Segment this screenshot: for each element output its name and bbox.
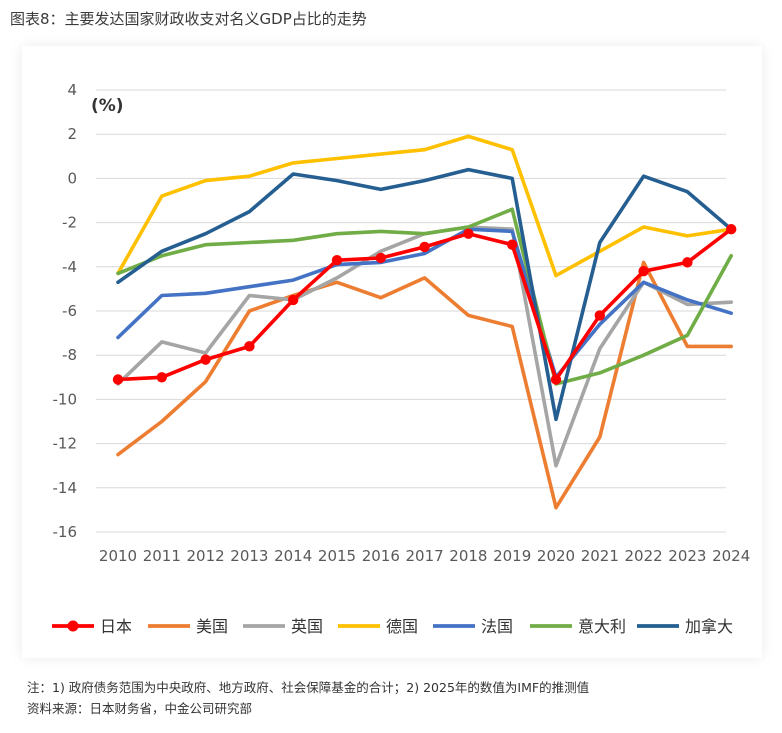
- legend-label: 英国: [291, 617, 323, 636]
- x-tick-label: 2019: [493, 547, 531, 565]
- x-tick-label: 2013: [230, 547, 268, 565]
- data-point: [288, 294, 299, 306]
- y-tick-label: 0: [67, 169, 77, 187]
- y-axis-label: (%): [91, 96, 124, 116]
- figure-title: 图表8：主要发达国家财政收支对名义GDP占比的走势: [10, 10, 367, 28]
- y-tick-label: -8: [62, 346, 77, 364]
- series-lines: [112, 134, 737, 510]
- x-tick-label: 2014: [274, 547, 312, 565]
- legend-label: 意大利: [578, 617, 626, 636]
- data-point: [375, 252, 386, 264]
- source-note: 资料来源：日本财务省，中金公司研究部: [27, 701, 253, 716]
- data-point: [682, 257, 693, 268]
- y-tick-label: -4: [62, 258, 77, 276]
- data-point: [463, 228, 474, 239]
- x-tick-label: 2024: [712, 547, 750, 565]
- y-tick-label: -10: [53, 390, 78, 408]
- footnote: 注：1) 政府债务范围为中央政府、地方政府、社会保障基金的合计；2) 2025年…: [27, 680, 590, 695]
- gridlines: [96, 89, 726, 533]
- x-tick-label: 2020: [537, 547, 575, 565]
- series-line-3: [116, 134, 734, 278]
- data-point: [112, 374, 124, 385]
- legend-marker: [67, 620, 79, 632]
- data-point: [244, 341, 255, 352]
- series-line-4: [116, 227, 734, 380]
- series-line-5: [116, 207, 734, 386]
- data-point: [594, 310, 605, 321]
- x-tick-label: 2015: [318, 547, 356, 565]
- x-tick-label: 2022: [625, 547, 663, 565]
- data-point: [156, 372, 167, 383]
- y-tick-label: 2: [67, 125, 77, 143]
- series-line-2: [116, 225, 734, 468]
- data-point: [726, 224, 737, 235]
- data-point: [507, 239, 518, 250]
- y-tick-label: -14: [53, 479, 78, 497]
- legend-label: 加拿大: [685, 617, 733, 636]
- x-tick-label: 2017: [406, 547, 444, 565]
- y-tick-label: -16: [53, 523, 78, 541]
- y-tick-label: -6: [62, 302, 77, 320]
- y-tick-label: 4: [67, 81, 77, 99]
- x-axis-ticks: 2010 2011 2012 2013 2014 2015 2016 2017 2018 2019…: [99, 547, 750, 565]
- x-tick-label: 2018: [449, 547, 487, 565]
- x-tick-label: 2012: [187, 547, 225, 565]
- x-tick-label: 2016: [362, 547, 400, 565]
- legend-label: 德国: [386, 617, 418, 636]
- series-line-1: [116, 260, 734, 510]
- chart-card: [22, 46, 762, 658]
- series-line-6: [116, 167, 734, 422]
- y-axis-ticks: 4 2 0 -2 -4 -6 -8 -10 -12 -14 -16: [53, 81, 78, 541]
- legend-label: 美国: [196, 617, 228, 636]
- data-point: [638, 266, 649, 277]
- x-tick-label: 2023: [668, 547, 706, 565]
- data-point: [550, 374, 562, 385]
- data-point: [200, 354, 211, 365]
- x-tick-label: 2011: [143, 547, 181, 565]
- x-tick-label: 2021: [581, 547, 619, 565]
- legend-label: 法国: [481, 617, 513, 636]
- data-point: [331, 254, 343, 266]
- legend-label: 日本: [100, 617, 132, 636]
- legend: 日本 美国 英国 德国 法国 意大利 加拿大: [52, 617, 733, 636]
- y-tick-label: -12: [53, 435, 78, 453]
- data-point: [419, 241, 430, 253]
- x-tick-label: 2010: [99, 547, 137, 565]
- y-tick-label: -2: [62, 214, 77, 232]
